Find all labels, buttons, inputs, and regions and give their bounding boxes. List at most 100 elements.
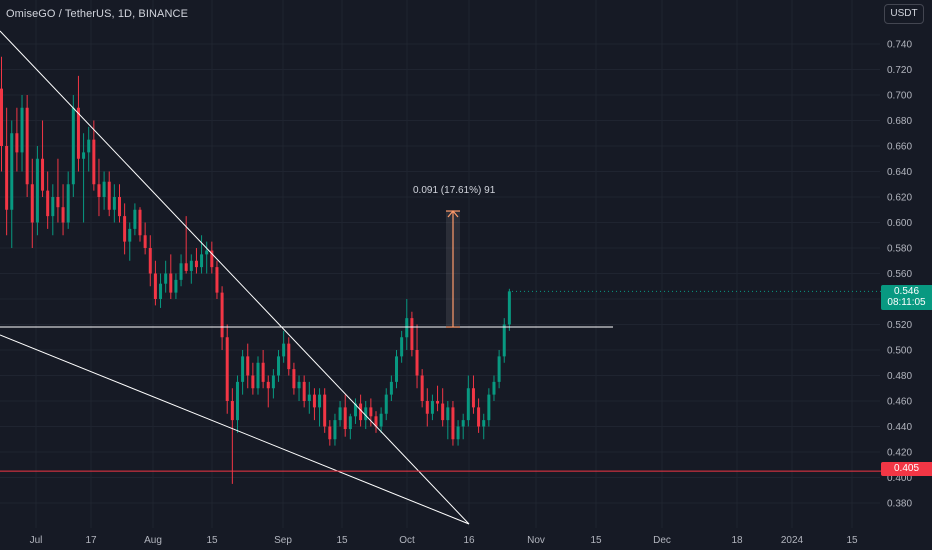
time-tick-label: 15 [336,535,348,546]
candle [400,330,404,363]
price-tick-label: 0.580 [887,244,912,255]
candle [348,413,352,440]
candle [87,126,91,172]
candle [5,107,9,236]
candle [230,388,234,484]
candle [425,388,429,427]
candle [169,254,173,299]
price-axis[interactable]: 0.740 0.720 0.700 0.680 0.660 0.640 0.620 0.600… [887,40,912,510]
time-tick-label: Dec [653,535,671,546]
candle [410,311,414,357]
candle [384,388,388,421]
time-tick-label: Jul [30,535,43,546]
time-tick-label: 2024 [781,535,804,546]
candle [395,350,399,389]
candle [471,375,475,414]
candle [466,375,470,427]
time-tick-label: Oct [399,535,415,546]
measure-annotation: 0.091 (17.61%) 91 [413,185,496,196]
trendline-upper[interactable] [0,30,470,525]
candle [246,343,250,389]
candle [189,254,193,284]
candle [153,260,157,306]
candle [51,184,55,236]
candle [441,388,445,427]
level-price-badge: 0.405 [881,462,932,476]
candle [138,207,142,242]
candle [333,413,337,446]
trendline-lower[interactable] [0,334,470,525]
price-tick-label: 0.380 [887,499,912,510]
candle [82,133,86,223]
candle [41,120,45,197]
candle [210,241,214,274]
candle [20,95,24,172]
candle [61,184,65,236]
price-tick-label: 0.680 [887,116,912,127]
currency-button[interactable]: USDT [884,4,924,24]
candle [436,385,440,412]
candle [128,222,132,261]
time-tick-label: Aug [144,535,162,546]
candle [205,241,209,274]
candle [282,330,286,363]
measure-arrowhead [447,210,459,218]
candle [225,324,229,414]
candle [343,394,347,437]
candle [353,398,357,424]
candle [420,369,424,408]
time-axis[interactable]: Jul 17 Aug 15 Sep 15 Oct 16 Nov 15 Dec 18 2024 15 [30,535,858,546]
current-price-value: 0.546 [893,286,920,297]
candle [430,394,434,421]
candle [323,388,327,433]
drawings-layer [0,30,881,525]
candle [200,235,204,274]
candle [25,95,29,197]
candle [46,171,50,229]
candle [374,411,378,433]
time-tick-label: 15 [846,535,858,546]
candle [256,356,260,395]
candle [405,299,409,350]
time-tick-label: 18 [731,535,743,546]
price-tick-label: 0.500 [887,346,912,357]
price-tick-label: 0.560 [887,269,912,280]
time-tick-label: 16 [463,535,475,546]
candle [66,171,70,229]
price-tick-label: 0.740 [887,40,912,51]
exchange-label: BINANCE [138,8,189,20]
price-tick-label: 0.640 [887,167,912,178]
candle [35,146,39,236]
candle [92,120,96,191]
candle [76,75,80,172]
price-tick-label: 0.460 [887,397,912,408]
price-tick-label: 0.420 [887,448,912,459]
symbol-name: OmiseGO [6,8,56,20]
candle [461,413,465,440]
candle [292,362,296,395]
candle [287,337,291,376]
candle [312,388,316,421]
price-tick-label: 0.700 [887,91,912,102]
candle [507,288,511,331]
bar-countdown: 08:11:05 [887,297,926,308]
candle [251,362,255,395]
chart-grid [0,0,880,528]
candle [123,203,127,255]
candle [338,401,342,427]
time-tick-label: 15 [206,535,218,546]
candle [10,120,14,248]
candle [318,388,322,427]
candle [71,95,75,197]
price-tick-label: 0.620 [887,193,912,204]
candle [497,350,501,389]
candle [112,184,116,223]
time-tick-label: Sep [274,535,292,546]
candle [148,235,152,287]
chart-title: OmiseGO / TetherUS, 1D, BINANCE [6,8,189,20]
candle [389,375,393,401]
candle [159,273,163,308]
candle [215,260,219,299]
quote-name: TetherUS [64,8,112,20]
